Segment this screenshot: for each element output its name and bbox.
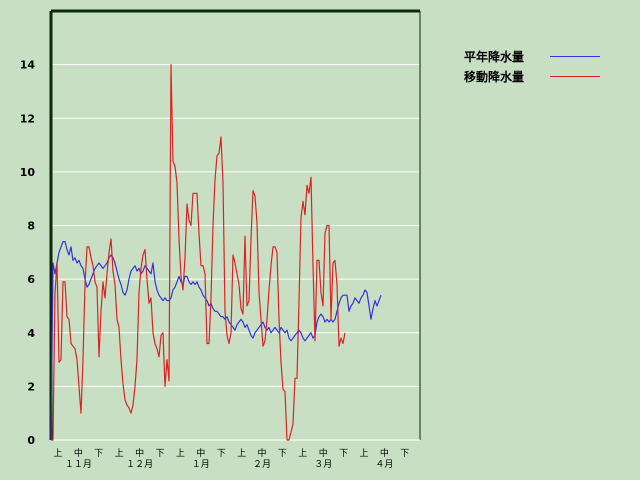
y-tick-label: 6 — [27, 273, 35, 286]
x-dekad-label: 下 — [339, 449, 348, 459]
x-month-label: １月 — [192, 459, 210, 470]
legend-swatch-normal — [550, 55, 600, 57]
x-dekad-label: 上 — [53, 448, 62, 459]
x-dekad-label: 上 — [176, 448, 185, 459]
legend-item-moving: 移動降水量 — [464, 66, 624, 86]
y-tick-label: 0 — [27, 434, 35, 447]
series-line-moving — [51, 63, 346, 441]
x-tick-labels: 上中下上中下上中下上中下上中下上中下１１月 １２月 １月 ２月 ３月 ４月 — [53, 447, 409, 470]
x-dekad-label: 上 — [359, 448, 368, 459]
y-tick-label: 2 — [27, 380, 35, 393]
x-dekad-label: 下 — [400, 449, 409, 459]
legend: 平年降水量 移動降水量 — [464, 46, 624, 86]
y-tick-label: 8 — [27, 220, 35, 233]
x-month-label: １１月 — [65, 459, 92, 470]
x-dekad-label: 上 — [298, 448, 307, 459]
x-dekad-label: 中 — [196, 447, 205, 459]
y-tick-labels: 0 2 4 6 8 10 12 14 — [20, 59, 36, 447]
x-dekad-label: 下 — [94, 449, 103, 459]
series-line-normal — [50, 241, 382, 441]
x-month-label: ２月 — [253, 459, 271, 470]
legend-label-moving: 移動降水量 — [464, 69, 525, 84]
axes — [49, 9, 421, 441]
x-month-label: ４月 — [375, 459, 393, 470]
series-lines — [50, 63, 382, 441]
x-dekad-label: 下 — [278, 449, 287, 459]
x-dekad-label: 下 — [155, 449, 164, 459]
x-dekad-label: 上 — [115, 448, 124, 459]
legend-item-normal: 平年降水量 — [464, 46, 624, 66]
x-dekad-label: 中 — [135, 447, 144, 459]
x-dekad-label: 中 — [380, 447, 389, 459]
x-dekad-label: 中 — [257, 447, 266, 459]
y-tick-label: 4 — [27, 327, 35, 340]
x-dekad-label: 下 — [217, 449, 226, 459]
x-month-label: １２月 — [126, 459, 153, 470]
x-dekad-label: 中 — [319, 447, 328, 459]
legend-label-normal: 平年降水量 — [464, 49, 525, 64]
y-tick-label: 14 — [20, 59, 36, 72]
y-tick-label: 10 — [20, 166, 36, 179]
legend-swatch-moving — [550, 75, 600, 77]
gridlines — [51, 64, 420, 387]
x-dekad-label: 中 — [74, 447, 83, 459]
x-month-label: ３月 — [314, 459, 332, 470]
y-tick-label: 12 — [20, 112, 35, 125]
x-dekad-label: 上 — [237, 448, 246, 459]
